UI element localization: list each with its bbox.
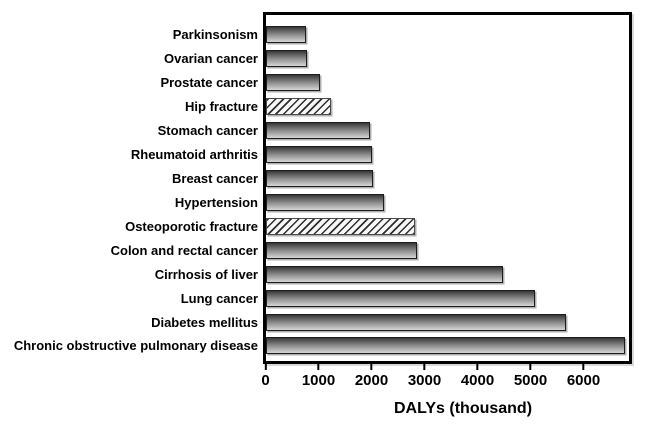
bar-solid — [266, 74, 320, 92]
chart-row: Parkinsonism — [0, 23, 640, 47]
category-label: Cirrhosis of liver — [154, 266, 258, 282]
chart-row: Osteoporotic fracture — [0, 214, 640, 238]
bar-solid — [266, 193, 384, 211]
x-tick-label: 3000 — [407, 372, 442, 389]
x-tick: 6000 — [567, 363, 600, 388]
x-axis-title: DALYs (thousand) — [393, 400, 533, 417]
category-label: Hypertension — [174, 194, 258, 210]
chart-row: Hip fracture — [0, 95, 640, 119]
x-tick-mark — [370, 363, 373, 370]
x-tick: 0 — [261, 363, 270, 389]
bar-solid — [266, 122, 371, 140]
bar-rows: Parkinsonism Ovarian cancer Prostate cance… — [0, 23, 640, 358]
category-label: Parkinsonism — [172, 27, 258, 43]
category-label: Colon and rectal cancer — [110, 242, 258, 258]
x-tick-label: 0 — [261, 372, 270, 389]
x-tick-mark — [476, 363, 479, 370]
category-label: Hip fracture — [185, 99, 258, 115]
bar-solid — [266, 337, 625, 355]
x-tick: 2000 — [355, 363, 388, 388]
bar-solid — [266, 50, 308, 68]
category-label: Lung cancer — [180, 290, 258, 306]
category-label: Ovarian cancer — [164, 51, 258, 67]
x-tick-mark — [317, 363, 320, 370]
category-label: Osteoporotic fracture — [125, 218, 258, 234]
category-label: Breast cancer — [172, 170, 258, 186]
x-tick-mark — [264, 363, 267, 370]
x-tick: 3000 — [408, 363, 441, 388]
chart-row: Hypertension — [0, 190, 640, 214]
x-axis-ticks: 0 1000 2000 3000 4000 5000 6000 — [0, 363, 654, 403]
chart-row: Rheumatoid arthritis — [0, 143, 640, 167]
x-tick-label: 2000 — [354, 372, 389, 389]
x-tick-label: 6000 — [566, 372, 601, 389]
chart-row: Stomach cancer — [0, 119, 640, 143]
chart-row: Diabetes mellitus — [0, 310, 640, 334]
chart-row: Cirrhosis of liver — [0, 262, 640, 286]
chart-row: Colon and rectal cancer — [0, 238, 640, 262]
bar-solid — [266, 265, 504, 283]
category-label: Diabetes mellitus — [151, 314, 258, 330]
bar-solid — [266, 313, 566, 331]
x-tick-label: 4000 — [460, 372, 495, 389]
bar-hatched — [266, 98, 332, 116]
category-label: Prostate cancer — [160, 75, 258, 91]
bar-solid — [266, 241, 418, 259]
chart-row: Ovarian cancer — [0, 47, 640, 71]
chart-row: Chronic obstructive pulmonary disease — [0, 334, 640, 358]
x-tick: 5000 — [514, 363, 547, 388]
bar-solid — [266, 169, 374, 187]
bar-hatched — [266, 217, 415, 235]
x-tick-label: 1000 — [301, 372, 336, 389]
chart-row: Lung cancer — [0, 286, 640, 310]
chart-row: Breast cancer — [0, 167, 640, 191]
chart-row: Prostate cancer — [0, 71, 640, 95]
x-tick-mark — [582, 363, 585, 370]
category-label: Rheumatoid arthritis — [130, 147, 258, 163]
x-tick: 1000 — [302, 363, 335, 388]
x-tick-label: 5000 — [513, 372, 548, 389]
bar-solid — [266, 146, 372, 164]
x-tick-mark — [529, 363, 532, 370]
x-tick-mark — [423, 363, 426, 370]
bar-solid — [266, 26, 306, 44]
bar-solid — [266, 289, 536, 307]
category-label: Chronic obstructive pulmonary disease — [13, 338, 258, 354]
x-tick: 4000 — [461, 363, 494, 388]
category-label: Stomach cancer — [157, 123, 258, 139]
